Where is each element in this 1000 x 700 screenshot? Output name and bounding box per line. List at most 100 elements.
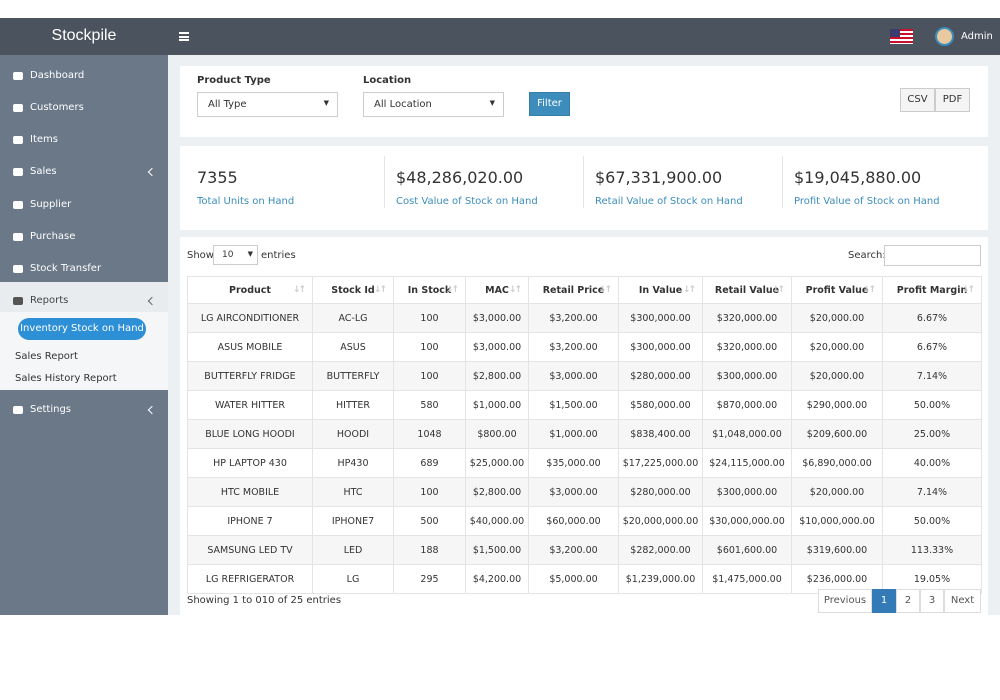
cell: 50.00% xyxy=(882,506,982,536)
column-header[interactable]: Profit Value ↓↑ xyxy=(791,276,883,304)
search-label: Search: xyxy=(848,250,886,261)
column-title: Profit Value xyxy=(805,284,869,296)
summary-value: $48,286,020.00 xyxy=(396,168,524,187)
sort-icon: ↓↑ xyxy=(682,285,696,295)
cell: ASUS MOBILE xyxy=(187,332,313,362)
column-header[interactable]: In Stock ↓↑ xyxy=(393,276,466,304)
summary-panel: 7355 Total Units on Hand $48,286,020.00 Cos… xyxy=(180,146,988,230)
sort-icon: ↓↑ xyxy=(508,285,522,295)
column-title: Stock Id xyxy=(331,284,375,296)
cell: 500 xyxy=(393,506,466,536)
table-row: HTC MOBILE HTC 100 $2,800.00 $3,000.00 $280,0… xyxy=(187,477,982,507)
column-header[interactable]: In Value ↓↑ xyxy=(618,276,703,304)
cell: $30,000,000.00 xyxy=(702,506,792,536)
cell: LED xyxy=(312,535,394,565)
header-row: Product ↓↑ Stock Id ↓↑ In Stock ↓↑ MAC ↓↑ Retail… xyxy=(187,276,982,304)
cell: 50.00% xyxy=(882,390,982,420)
nav-item[interactable]: Dashboard xyxy=(0,65,168,87)
data-table: Product ↓↑ Stock Id ↓↑ In Stock ↓↑ MAC ↓↑ Retail… xyxy=(187,276,982,594)
nav-icon xyxy=(13,201,23,209)
submenu-item[interactable]: Sales Report xyxy=(15,351,78,362)
column-title: Product xyxy=(229,284,271,296)
page-button[interactable]: Next xyxy=(944,589,981,613)
column-header[interactable]: Retail Price ↓↑ xyxy=(528,276,619,304)
search-input[interactable] xyxy=(884,245,981,266)
cell: $1,000.00 xyxy=(465,390,529,420)
sort-icon: ↓↑ xyxy=(598,285,612,295)
user-name[interactable]: Admin xyxy=(961,31,993,42)
select[interactable]: All Location ▼ xyxy=(363,92,504,117)
table-row: HP LAPTOP 430 HP430 689 $25,000.00 $35,000.0… xyxy=(187,448,982,478)
cell: IPHONE 7 xyxy=(187,506,313,536)
avatar[interactable] xyxy=(935,27,954,46)
flag[interactable] xyxy=(890,29,913,44)
column-title: In Value xyxy=(638,284,683,296)
page-button[interactable]: 2 xyxy=(896,589,920,613)
nav-icon xyxy=(13,297,23,305)
cell: $1,475,000.00 xyxy=(702,564,792,594)
cell: $3,200.00 xyxy=(528,332,619,362)
nav-item[interactable]: Supplier xyxy=(0,194,168,216)
nav-icon xyxy=(13,233,23,241)
sort-icon: ↓↑ xyxy=(445,285,459,295)
summary-label: Cost Value of Stock on Hand xyxy=(396,196,538,207)
cell: $25,000.00 xyxy=(465,448,529,478)
nav-item[interactable]: Stock Transfer xyxy=(0,258,168,280)
sort-icon: ↓↑ xyxy=(292,285,306,295)
label: Location xyxy=(363,75,412,86)
table-row: BLUE LONG HOODI HOODI 1048 $800.00 $1,000.00… xyxy=(187,419,982,449)
cell: $1,239,000.00 xyxy=(618,564,703,594)
page-length-value: 10 xyxy=(222,250,234,260)
select[interactable]: All Type ▼ xyxy=(197,92,338,117)
submenu-item[interactable]: Inventory Stock on Hand xyxy=(18,318,146,340)
nav-label: Items xyxy=(30,134,58,145)
filter-panel: Product Type All Type ▼ Location All Loca… xyxy=(180,66,988,137)
cell: $20,000,000.00 xyxy=(618,506,703,536)
nav-item[interactable]: Items xyxy=(0,129,168,151)
divider xyxy=(782,156,783,208)
page-button[interactable]: 3 xyxy=(920,589,944,613)
sidebar: Dashboard Customers Items Sales Supplier Purc… xyxy=(0,55,168,615)
cell: $1,500.00 xyxy=(465,535,529,565)
nav-item[interactable]: Purchase xyxy=(0,226,168,248)
filter-button[interactable]: Filter xyxy=(529,92,570,116)
menu-toggle[interactable] xyxy=(179,32,189,41)
column-header[interactable]: Profit Margin ↓↑ xyxy=(882,276,982,304)
brand[interactable]: Stockpile xyxy=(51,27,117,44)
nav-item[interactable]: Settings xyxy=(0,399,168,421)
summary-value: $67,331,900.00 xyxy=(595,168,723,187)
cell: BUTTERFLY xyxy=(312,361,394,391)
cell: 100 xyxy=(393,361,466,391)
nav-icon xyxy=(13,136,23,144)
column-header[interactable]: Stock Id ↓↑ xyxy=(312,276,394,304)
cell: 100 xyxy=(393,303,466,333)
nav-label: Customers xyxy=(30,102,84,113)
summary-label: Retail Value of Stock on Hand xyxy=(595,196,743,207)
nav-item[interactable]: Sales xyxy=(0,161,168,183)
active-section xyxy=(0,282,168,312)
column-header[interactable]: Retail Value ↓↑ xyxy=(702,276,792,304)
cell: 689 xyxy=(393,448,466,478)
page-button[interactable]: Previous xyxy=(818,589,872,613)
nav-icon xyxy=(13,104,23,112)
divider xyxy=(384,156,385,208)
table-row: ASUS MOBILE ASUS 100 $3,000.00 $3,200.00 $300… xyxy=(187,332,982,362)
cell: $300,000.00 xyxy=(702,477,792,507)
export-button[interactable]: CSV xyxy=(900,88,935,112)
cell: $5,000.00 xyxy=(528,564,619,594)
export-button[interactable]: PDF xyxy=(935,88,970,112)
submenu-item[interactable]: Sales History Report xyxy=(15,373,117,384)
nav-item[interactable]: Reports xyxy=(0,290,168,312)
cell: $40,000.00 xyxy=(465,506,529,536)
chevron xyxy=(147,405,157,415)
nav-item[interactable]: Customers xyxy=(0,97,168,119)
page-length[interactable]: 10 ▼ xyxy=(213,245,258,265)
column-header[interactable]: MAC ↓↑ xyxy=(465,276,529,304)
cell: $580,000.00 xyxy=(618,390,703,420)
chevron xyxy=(147,296,157,306)
cell: HP LAPTOP 430 xyxy=(187,448,313,478)
cell: 113.33% xyxy=(882,535,982,565)
page-button[interactable]: 1 xyxy=(872,589,896,613)
column-header[interactable]: Product ↓↑ xyxy=(187,276,313,304)
cell: 295 xyxy=(393,564,466,594)
